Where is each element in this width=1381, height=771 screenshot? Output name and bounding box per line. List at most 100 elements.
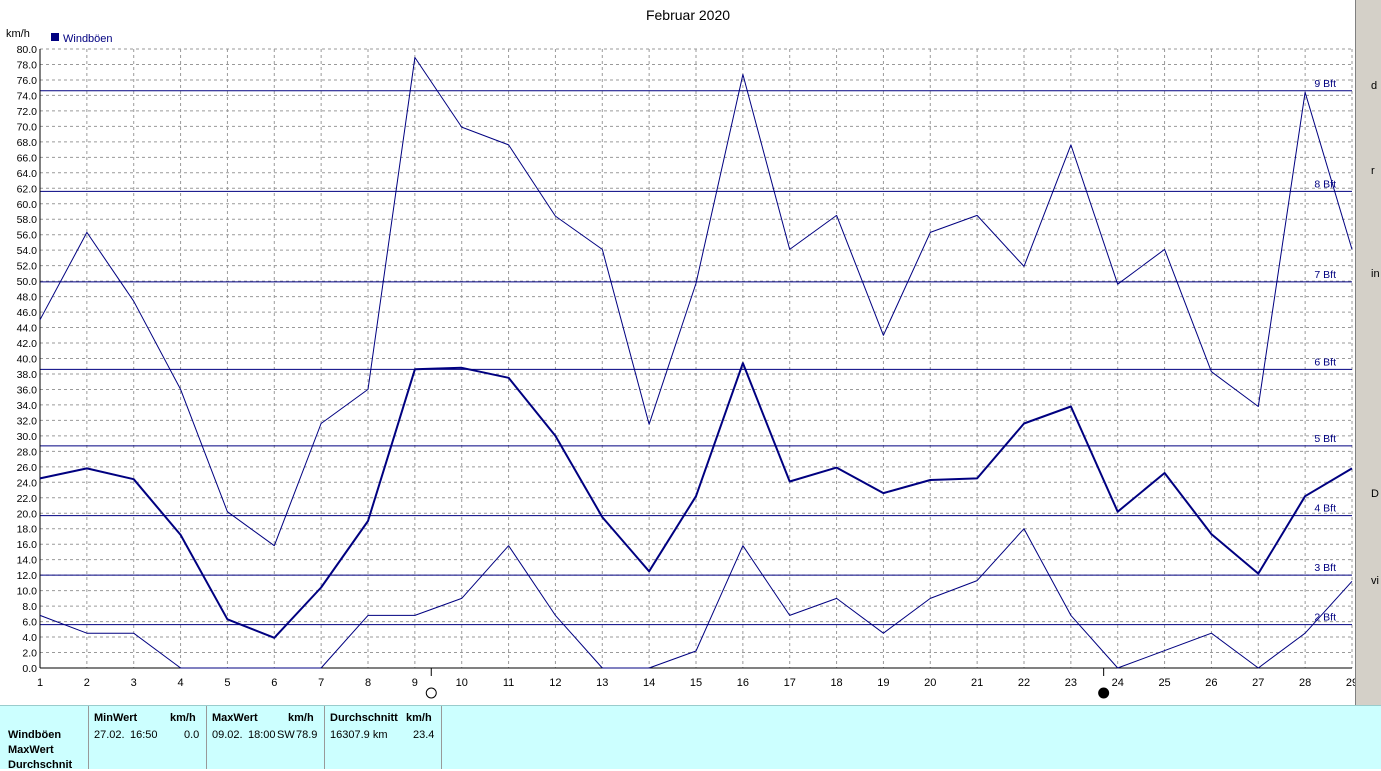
x-tick-label: 29: [1346, 677, 1356, 689]
y-tick-label: 10.0: [17, 586, 38, 598]
min-date: 27.02.: [94, 729, 125, 741]
y-tick-label: 4.0: [22, 632, 37, 644]
y-tick-label: 42.0: [17, 338, 38, 350]
beaufort-label: 4 Bft: [1314, 503, 1336, 515]
max-value: 78.9: [296, 729, 318, 741]
min-value: 0.0: [184, 729, 200, 741]
y-tick-label: 8.0: [22, 601, 37, 613]
y-tick-label: 80.0: [17, 44, 38, 56]
x-tick-label: 7: [318, 677, 324, 689]
x-tick-label: 3: [131, 677, 137, 689]
beaufort-label: 8 Bft: [1314, 178, 1336, 190]
y-tick-label: 32.0: [17, 415, 38, 427]
chart-grid: [39, 48, 1353, 669]
x-tick-label: 22: [1018, 677, 1030, 689]
y-tick-label: 14.0: [17, 555, 38, 567]
y-tick-label: 52.0: [17, 261, 38, 273]
y-tick-label: 46.0: [17, 307, 38, 319]
y-tick-label: 74.0: [17, 90, 38, 102]
max-time: 18:00: [248, 729, 276, 741]
y-tick-label: 24.0: [17, 477, 38, 489]
fragment-text: vi: [1371, 575, 1379, 587]
y-tick-label: 72.0: [17, 106, 38, 118]
y-tick-label: 56.0: [17, 230, 38, 242]
x-tick-label: 14: [643, 677, 655, 689]
stats-divider: [206, 706, 207, 769]
series-line-avg: [39, 362, 1353, 639]
x-tick-label: 10: [456, 677, 468, 689]
statistics-panel: Windböen MaxWert Durchschnit MinWert km/…: [0, 705, 1381, 771]
beaufort-label: 7 Bft: [1314, 269, 1336, 281]
x-tick-label: 18: [830, 677, 842, 689]
x-tick-label: 4: [178, 677, 184, 689]
avg-header: Durchschnitt: [330, 712, 398, 724]
x-tick-label: 19: [877, 677, 889, 689]
y-tick-label: 40.0: [17, 354, 38, 366]
right-panel-fragment: d r in D vi: [1355, 0, 1381, 705]
y-axis-unit: km/h: [6, 28, 30, 40]
avg-value: 23.4: [413, 729, 435, 741]
y-tick-label: 22.0: [17, 493, 38, 505]
x-tick-label: 17: [784, 677, 796, 689]
y-tick-label: 64.0: [17, 168, 38, 180]
legend-label: Windböen: [63, 33, 113, 45]
x-tick-label: 16: [737, 677, 749, 689]
x-tick-label: 11: [503, 677, 514, 689]
max-unit: km/h: [288, 712, 314, 724]
y-tick-label: 16.0: [17, 539, 38, 551]
tick-labels: 0.0 2.0 4.0 6.0 8.0 10.0 12.0 14.0 16.0 18.0 20.0 2…: [17, 44, 1356, 689]
x-tick-label: 27: [1252, 677, 1264, 689]
y-tick-label: 58.0: [17, 214, 38, 226]
x-tick-label: 26: [1205, 677, 1217, 689]
x-tick-label: 28: [1299, 677, 1311, 689]
legend-swatch: [51, 33, 59, 41]
x-tick-label: 25: [1158, 677, 1170, 689]
y-tick-label: 70.0: [17, 121, 38, 133]
avg-unit: km/h: [406, 712, 432, 724]
x-tick-label: 20: [924, 677, 936, 689]
stats-row-label: Windböen: [8, 729, 62, 741]
y-tick-label: 18.0: [17, 524, 38, 536]
y-tick-label: 20.0: [17, 508, 38, 520]
y-tick-label: 54.0: [17, 245, 38, 257]
beaufort-label: 5 Bft: [1314, 433, 1336, 445]
fragment-text: in: [1371, 268, 1380, 280]
chart-title: Februar 2020: [646, 7, 730, 23]
fragment-text: d: [1371, 80, 1378, 92]
fragment-text: D: [1371, 488, 1379, 500]
y-tick-label: 12.0: [17, 570, 38, 582]
moon-phase-markers: [425, 668, 1110, 699]
y-tick-label: 26.0: [17, 462, 38, 474]
x-tick-label: 2: [84, 677, 90, 689]
y-tick-label: 66.0: [17, 152, 38, 164]
y-tick-label: 44.0: [17, 323, 38, 335]
x-tick-label: 5: [224, 677, 230, 689]
stats-row-label: Durchschnit: [8, 759, 73, 771]
y-tick-label: 6.0: [22, 617, 37, 629]
y-tick-label: 78.0: [17, 59, 38, 71]
x-tick-label: 24: [1112, 677, 1124, 689]
y-tick-label: 38.0: [17, 369, 38, 381]
stats-divider: [324, 706, 325, 769]
min-unit: km/h: [170, 712, 196, 724]
x-tick-label: 15: [690, 677, 702, 689]
max-direction: SW: [277, 729, 295, 741]
max-date: 09.02.: [212, 729, 243, 741]
y-tick-label: 34.0: [17, 400, 38, 412]
min-header: MinWert: [94, 712, 138, 724]
full-moon-icon: [425, 687, 437, 699]
x-tick-label: 6: [271, 677, 277, 689]
y-tick-label: 50.0: [17, 276, 38, 288]
chart-series: [39, 57, 1353, 669]
x-tick-label: 23: [1065, 677, 1077, 689]
y-tick-label: 28.0: [17, 446, 38, 458]
x-tick-label: 8: [365, 677, 371, 689]
stats-row-label: MaxWert: [8, 744, 54, 756]
y-tick-label: 68.0: [17, 137, 38, 149]
fragment-text: r: [1371, 165, 1375, 177]
x-tick-label: 9: [412, 677, 418, 689]
beaufort-label: 3 Bft: [1314, 562, 1336, 574]
min-time: 16:50: [130, 729, 158, 741]
series-line-max: [39, 57, 1353, 547]
y-tick-label: 36.0: [17, 384, 38, 396]
